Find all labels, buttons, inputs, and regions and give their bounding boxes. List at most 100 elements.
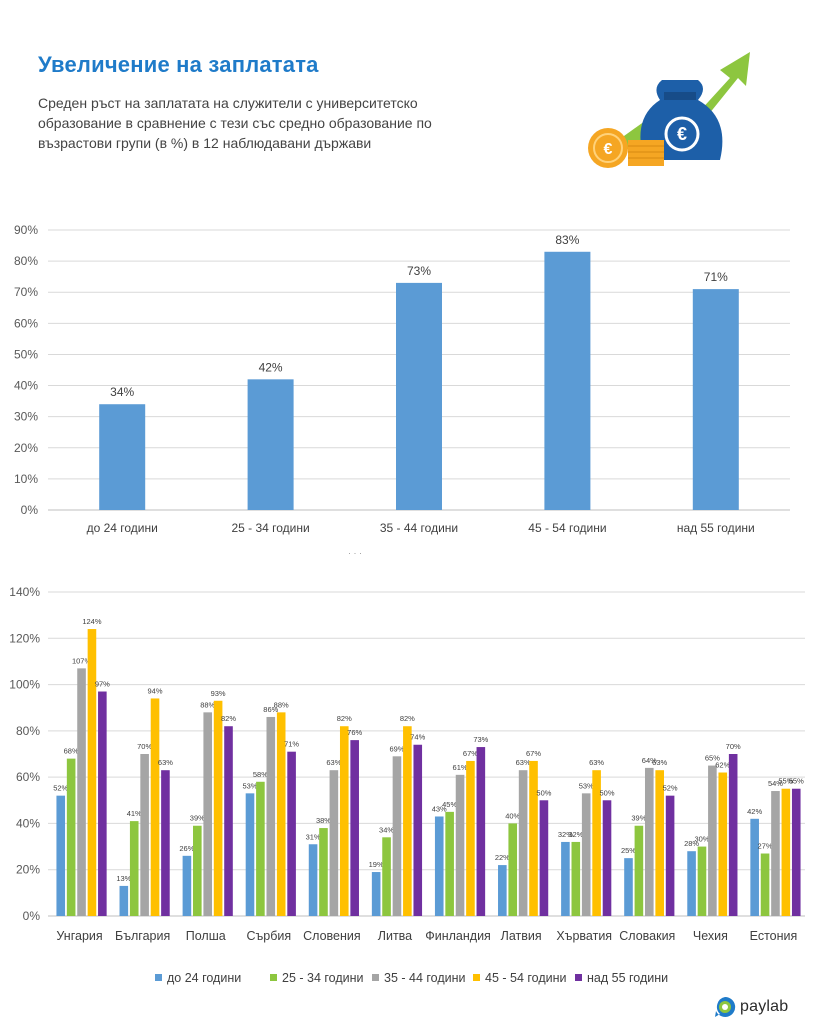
bar: [87, 629, 97, 916]
bar: [508, 823, 518, 916]
data-label: 73%: [407, 264, 431, 278]
bar: [624, 858, 633, 916]
bar: [329, 770, 339, 916]
bar: [771, 791, 780, 916]
x-tick-label: България: [115, 929, 170, 943]
data-label: 63%: [158, 758, 173, 767]
x-tick-label: 25 - 34 години: [231, 521, 309, 535]
data-label: 52%: [53, 784, 68, 793]
data-label: 70%: [726, 742, 741, 751]
bar: [129, 821, 139, 916]
bar: [403, 726, 412, 916]
bar: [750, 818, 759, 916]
bar: [213, 700, 223, 916]
bar: [466, 760, 475, 916]
data-label: 97%: [95, 680, 110, 689]
y-tick-label: 60%: [16, 770, 40, 784]
data-label: 31%: [306, 832, 321, 841]
legend-swatch: [575, 974, 582, 981]
legend-label: до 24 години: [167, 971, 241, 985]
data-label: 42%: [259, 360, 283, 374]
y-tick-label: 80%: [16, 724, 40, 738]
data-label: 42%: [747, 807, 762, 816]
legend-label: 35 - 44 години: [384, 971, 466, 985]
data-label: 82%: [400, 714, 415, 723]
data-label: 86%: [263, 705, 278, 714]
data-label: 83%: [555, 233, 579, 247]
data-label: 63%: [516, 758, 531, 767]
bar: [287, 751, 296, 916]
bar: [728, 754, 738, 916]
money-growth-icon: € €: [588, 52, 750, 168]
x-tick-label: Словения: [303, 929, 361, 943]
bar: [319, 828, 328, 916]
y-tick-label: 40%: [16, 816, 40, 830]
data-label: 71%: [284, 740, 299, 749]
page-subtitle: Среден ръст на заплатата на служители с …: [38, 95, 432, 151]
x-tick-label: Хърватия: [556, 929, 612, 943]
data-label: 25%: [621, 846, 636, 855]
bar: [697, 846, 707, 916]
bar: [247, 379, 294, 510]
legend-label: над 55 години: [587, 971, 668, 985]
bar: [434, 816, 444, 916]
bar: [371, 872, 381, 916]
data-label: 50%: [600, 788, 615, 797]
x-tick-label: Финландия: [425, 929, 491, 943]
bar: [518, 770, 528, 916]
data-label: 82%: [221, 714, 236, 723]
data-label: 74%: [410, 733, 425, 742]
data-label: 61%: [453, 763, 468, 772]
y-tick-label: 90%: [14, 223, 38, 237]
country-chart: 0% 20% 40% 60% 80% 100% 120% 140% 52% 68% 107% 124%…: [9, 585, 805, 985]
y-tick-label: 30%: [14, 410, 38, 424]
bar: [119, 885, 129, 916]
bar: [455, 774, 465, 916]
x-tick-label: Словакия: [619, 929, 675, 943]
data-label: 39%: [190, 814, 205, 823]
bar: [602, 800, 612, 916]
bar: [396, 282, 442, 510]
bar: [692, 289, 739, 510]
bar: [687, 851, 696, 916]
data-label: 94%: [148, 686, 163, 695]
y-tick-label: 60%: [14, 316, 38, 330]
data-label: 70%: [137, 742, 152, 751]
legend-swatch: [270, 974, 277, 981]
x-tick-label: Унгария: [56, 929, 102, 943]
bar: [224, 726, 233, 916]
bar: [476, 747, 486, 916]
data-label: 68%: [64, 747, 79, 756]
bar: [99, 404, 146, 510]
svg-text:€: €: [604, 141, 613, 158]
bar: [445, 811, 454, 916]
bar: [592, 770, 601, 916]
bar: [413, 744, 423, 916]
data-label: 40%: [505, 811, 520, 820]
data-label: 52%: [663, 784, 678, 793]
x-tick-label: над 55 години: [677, 521, 755, 535]
data-label: 67%: [526, 749, 541, 758]
legend-swatch: [473, 974, 480, 981]
bar: [276, 712, 286, 916]
bar: [571, 841, 581, 916]
data-label: 64%: [642, 756, 657, 765]
bar: [182, 855, 192, 916]
y-tick-label: 50%: [14, 347, 38, 361]
paylab-logo-icon: [715, 996, 736, 1017]
bar: [718, 772, 728, 916]
legend-swatch: [155, 974, 162, 981]
paylab-logo-text: paylab: [740, 998, 789, 1015]
data-label: 50%: [536, 788, 551, 797]
y-tick-label: 0%: [21, 503, 39, 517]
data-label: 73%: [473, 735, 488, 744]
y-tick-label: 20%: [14, 441, 38, 455]
bar: [544, 251, 591, 510]
bar: [339, 726, 349, 916]
bar: [150, 698, 160, 916]
x-tick-label: 45 - 54 години: [528, 521, 606, 535]
data-label: 63%: [652, 758, 667, 767]
data-label: 53%: [242, 781, 257, 790]
bar: [245, 793, 255, 916]
y-tick-label: 70%: [14, 285, 38, 299]
